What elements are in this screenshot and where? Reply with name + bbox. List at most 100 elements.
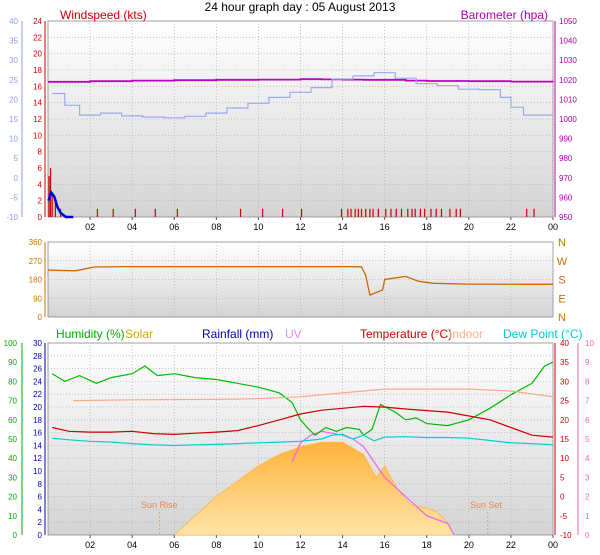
weather-panel: 0102030405060708090100024681012141618202…: [4, 327, 595, 550]
x-tick-label: 04: [127, 222, 137, 232]
rainfall-tick: 22: [33, 390, 42, 399]
direction-tick: 270: [29, 257, 43, 266]
rainfall-tick: 18: [33, 416, 42, 425]
x-tick-label: 18: [422, 540, 432, 550]
rainfall-tick: 30: [33, 339, 42, 348]
humidity-tick: 70: [8, 397, 17, 406]
windspeed-tick: 4: [38, 180, 43, 189]
uv-tick: 2: [585, 493, 590, 502]
windspeed-tick: 2: [38, 197, 43, 206]
x-tick-label: 22: [506, 222, 516, 232]
series-uv: [291, 430, 455, 536]
sun-rise-label: Sun Rise: [141, 500, 178, 510]
windspeed-tick: 18: [33, 66, 42, 75]
humidity-tick: 30: [8, 473, 17, 482]
x-tick-label: 12: [295, 540, 305, 550]
series-wind-avg: [47, 189, 74, 219]
rainfall-tick: 20: [33, 403, 42, 412]
legend-humidity: Humidity (%): [56, 327, 125, 341]
x-tick-label: 16: [380, 222, 390, 232]
uv-tick: 8: [585, 377, 590, 386]
barometer-tick: 990: [559, 135, 573, 144]
barometer-tick: 1020: [559, 76, 577, 85]
legend-temperature: Temperature (°C): [360, 327, 452, 341]
x-tick-label: 04: [127, 540, 137, 550]
humidity-tick: 20: [8, 493, 17, 502]
windspeed-tick: 6: [38, 164, 43, 173]
compass-label: N: [558, 237, 566, 249]
x-tick-label: 06: [169, 222, 179, 232]
legend-indoor: Indoor: [449, 327, 483, 341]
weather-x-axis: 02 04 06 08 10 12 14 16 18 20 22 00: [85, 535, 558, 550]
x-tick-label: 00: [548, 222, 558, 232]
x-tick-label: 08: [211, 222, 221, 232]
windspeed-tick: 12: [33, 115, 42, 124]
x-tick-label: 06: [169, 540, 179, 550]
temperature-tick: 40: [560, 339, 569, 348]
series-baro: [48, 78, 554, 83]
rainfall-tick: 14: [33, 441, 42, 450]
temperature-tick: 35: [560, 358, 569, 367]
rainfall-tick: 12: [33, 454, 42, 463]
windspeed-tick: 24: [33, 17, 42, 26]
barometer-tick: 1000: [559, 115, 577, 124]
weather-tick-labels: 0102030405060708090100024681012141618202…: [4, 339, 595, 540]
humidity-tick: 0: [13, 531, 18, 540]
temperature-tick: 15: [560, 435, 569, 444]
rainfall-tick: 16: [33, 429, 42, 438]
barometer-tick: 950: [559, 213, 573, 222]
x-tick-label: 14: [338, 540, 348, 550]
temperature-tick: -10: [560, 531, 572, 540]
series-direction: [47, 265, 553, 296]
weather-series: [51, 361, 554, 536]
temperature-tick: 5: [560, 473, 565, 482]
series-temperature: [52, 405, 554, 438]
humidity-tick: 80: [8, 377, 17, 386]
sun-set-label: Sun Set: [470, 500, 503, 510]
direction-tick: 360: [29, 238, 43, 247]
humidity-tick: 90: [8, 358, 17, 367]
barometer-tick: 1040: [559, 37, 577, 46]
windspeed-scale-tick: 30: [9, 56, 18, 65]
legend-rainfall: Rainfall (mm): [202, 327, 273, 341]
windspeed-tick: 16: [33, 82, 42, 91]
uv-tick: 4: [585, 454, 590, 463]
windspeed-tick: 14: [33, 99, 42, 108]
direction-tick: 0: [38, 313, 43, 322]
windspeed-axis-label: Windspeed (kts): [60, 8, 147, 22]
windspeed-scale-tick: 10: [9, 135, 18, 144]
series-humidity: [51, 361, 554, 437]
windspeed-scale-tick: 40: [9, 17, 18, 26]
barometer-axis-label: Barometer (hpa): [461, 8, 548, 22]
x-tick-label: 00: [548, 540, 558, 550]
temperature-tick: 30: [560, 377, 569, 386]
windspeed-scale-tick: 5: [14, 154, 19, 163]
uv-tick: 5: [585, 435, 590, 444]
rainfall-tick: 26: [33, 365, 42, 374]
x-tick-label: 16: [380, 540, 390, 550]
humidity-tick: 10: [8, 512, 17, 521]
windspeed-scale-tick: -5: [11, 193, 19, 202]
windspeed-scale-tick: 15: [9, 115, 18, 124]
wind-baro-tick-labels: -10-505101520253035400246810121416182022…: [6, 17, 577, 222]
compass-label: E: [558, 293, 565, 305]
rainfall-tick: 10: [33, 467, 42, 476]
rainfall-tick: 2: [38, 518, 43, 527]
windspeed-tick: 22: [33, 33, 42, 42]
legend-solar: Solar: [125, 327, 153, 341]
compass-label: W: [557, 256, 568, 268]
barometer-tick: 1030: [559, 56, 577, 65]
x-tick-label: 22: [506, 540, 516, 550]
wind-baro-x-axis: 02 04 06 08 10 12 14 16 18 20 22 00: [85, 217, 558, 232]
temperature-tick: 20: [560, 416, 569, 425]
barometer-tick: 970: [559, 174, 573, 183]
x-tick-label: 20: [464, 222, 474, 232]
rainfall-tick: 6: [38, 493, 43, 502]
temperature-tick: 10: [560, 454, 569, 463]
windspeed-tick: 20: [33, 50, 42, 59]
windspeed-tick: 10: [33, 131, 42, 140]
compass-label: N: [558, 312, 566, 324]
temperature-tick: -5: [560, 512, 568, 521]
page-title: 24 hour graph day : 05 August 2013: [205, 0, 396, 14]
